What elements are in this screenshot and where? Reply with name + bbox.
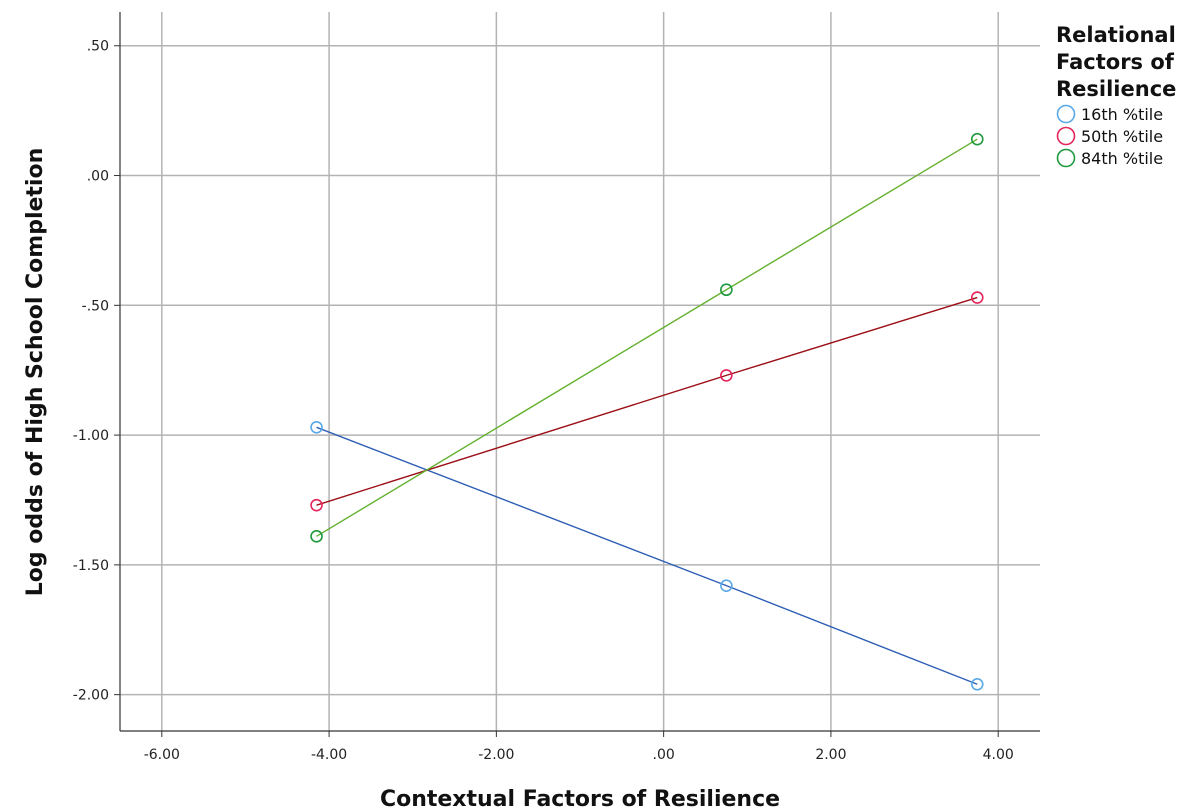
series — [310, 132, 984, 691]
x-tick-label: .00 — [653, 747, 675, 763]
x-tick-label: -2.00 — [478, 747, 514, 763]
y-tick-label: -2.00 — [73, 688, 109, 704]
legend-label: 50th %tile — [1081, 126, 1164, 146]
data-point — [310, 421, 323, 434]
x-tick-label: 4.00 — [983, 747, 1014, 763]
legend-marker — [1056, 104, 1076, 124]
y-tick-label: .50 — [87, 39, 109, 55]
y-axis-title: Log odds of High School Completion — [23, 148, 48, 596]
data-point — [970, 291, 984, 304]
y-tick-label: .00 — [87, 169, 109, 185]
legend-items: 16th %tile 50th %tile 84th %tile — [1056, 103, 1192, 169]
x-axis-ticks: -6.00 -4.00 -2.00 .00 2.00 4.00 — [144, 731, 1014, 763]
data-point — [970, 132, 984, 146]
y-tick-label: -.50 — [82, 298, 109, 314]
data-point — [970, 677, 984, 691]
legend-item: 84th %tile — [1056, 147, 1192, 169]
legend-marker — [1056, 148, 1076, 168]
x-tick-label: -4.00 — [311, 747, 347, 763]
x-tick-label: -6.00 — [144, 747, 180, 763]
y-axis-ticks: .50 .00 -.50 -1.00 -1.50 -2.00 — [73, 39, 120, 704]
x-axis-title: Contextual Factors of Resilience — [380, 787, 780, 812]
y-tick-label: -1.00 — [73, 428, 109, 444]
legend-label: 84th %tile — [1081, 148, 1164, 168]
legend-label: 16th %tile — [1081, 104, 1164, 124]
data-point — [310, 498, 323, 512]
x-tick-label: 2.00 — [815, 747, 846, 763]
data-point — [720, 283, 733, 297]
y-tick-label: -1.50 — [73, 558, 109, 574]
series-line — [316, 138, 978, 537]
legend-marker-circle — [1056, 126, 1076, 146]
legend: Relational Factors of Resilience 16th %t… — [1056, 22, 1192, 169]
series-line — [316, 296, 978, 506]
series-line — [316, 426, 978, 685]
legend-item: 50th %tile — [1056, 125, 1192, 147]
legend-title: Relational Factors of Resilience — [1056, 23, 1177, 101]
data-point — [310, 530, 323, 543]
data-point — [720, 579, 733, 592]
legend-marker-circle — [1056, 148, 1076, 168]
grid — [120, 12, 1040, 731]
legend-item: 16th %tile — [1056, 103, 1192, 125]
data-point — [720, 369, 733, 382]
axes — [119, 12, 1040, 732]
legend-marker — [1056, 126, 1076, 146]
legend-marker-circle — [1056, 104, 1076, 124]
